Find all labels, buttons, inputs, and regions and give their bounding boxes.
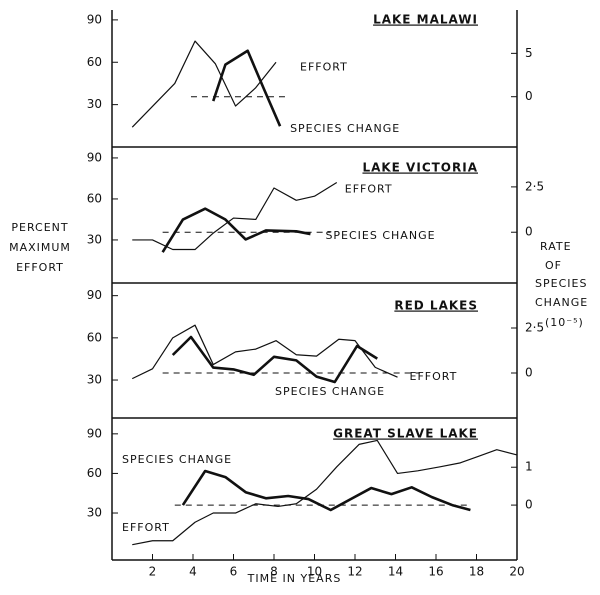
series-line <box>212 49 282 127</box>
y-tick-label: 90 <box>87 426 102 440</box>
panel: RED LAKES 30 60 90 0 2·5 EFFORT SPECIES CHANGE <box>87 283 544 419</box>
y-tick-label: 60 <box>87 466 102 480</box>
series-line <box>181 469 471 512</box>
y-tick-label: 60 <box>87 191 102 205</box>
y2-tick-label: 5 <box>525 46 533 60</box>
y-label: MAXIMUM <box>9 241 71 254</box>
y2-tick-label: 2·5 <box>525 321 544 335</box>
x-tick-label: 18 <box>469 565 484 579</box>
y2-label: RATE <box>540 240 572 253</box>
panel-title: LAKE MALAWI <box>373 13 478 27</box>
series-line <box>171 335 378 384</box>
y2-tick-label: 2·5 <box>525 179 544 193</box>
y2-label: OF <box>545 259 562 272</box>
series-line <box>132 439 518 546</box>
y2-tick-label: 0 <box>525 89 533 103</box>
series-label: EFFORT <box>410 370 458 383</box>
series-label: SPECIES CHANGE <box>275 385 385 398</box>
y-tick-label: 60 <box>87 55 102 69</box>
y2-tick-label: 1 <box>525 460 533 474</box>
y-tick-label: 30 <box>87 506 102 520</box>
series-label: SPECIES CHANGE <box>325 229 435 242</box>
panel-title: GREAT SLAVE LAKE <box>333 427 478 441</box>
x-tick-label: 4 <box>189 565 197 579</box>
right-label: RATE OF SPECIES CHANGE (10⁻⁵) <box>535 240 588 329</box>
y2-label: (10⁻⁵) <box>545 316 584 329</box>
y2-label: SPECIES <box>535 277 587 290</box>
panel-title: LAKE VICTORIA <box>362 161 478 175</box>
series-label: EFFORT <box>300 60 348 73</box>
series-label: EFFORT <box>122 521 170 534</box>
x-label: TIME IN YEARS <box>247 572 342 585</box>
panel: LAKE VICTORIA 30 60 90 0 2·5 EFFORT SPECIES CHA… <box>87 147 544 284</box>
y-tick-label: 30 <box>87 232 102 246</box>
x-tick-label: 12 <box>347 565 362 579</box>
left-label: PERCENT MAXIMUM EFFORT <box>9 221 71 274</box>
x-tick-label: 8 <box>270 565 278 579</box>
y2-tick-label: 0 <box>525 498 533 512</box>
y2-label: CHANGE <box>535 296 588 309</box>
y-tick-label: 90 <box>87 288 102 302</box>
y-tick-label: 30 <box>87 97 102 111</box>
y-tick-label: 60 <box>87 330 102 344</box>
series-label: SPECIES CHANGE <box>122 453 232 466</box>
panel-title: RED LAKES <box>394 299 478 313</box>
series-label: EFFORT <box>345 183 393 196</box>
x-tick-label: 2 <box>149 565 157 579</box>
panel: LAKE MALAWI 30 60 90 0 5 EFFORT SPECIES CHANGE <box>87 10 533 148</box>
series-label: SPECIES CHANGE <box>290 122 400 135</box>
x-tick-label: 16 <box>428 565 443 579</box>
x-tick-label: 20 <box>509 565 524 579</box>
y-label: EFFORT <box>16 261 64 274</box>
y2-tick-label: 0 <box>525 225 533 239</box>
series-line <box>132 182 338 251</box>
y-tick-label: 90 <box>87 12 102 26</box>
series-line <box>161 207 311 253</box>
y-label: PERCENT <box>11 221 68 234</box>
x-tick-label: 10 <box>307 565 322 579</box>
y-tick-label: 90 <box>87 150 102 164</box>
y2-tick-label: 0 <box>525 366 533 380</box>
x-tick-label: 6 <box>230 565 238 579</box>
series-line <box>131 324 398 380</box>
y-tick-label: 30 <box>87 373 102 387</box>
series-line <box>131 40 277 128</box>
x-tick-label: 14 <box>388 565 403 579</box>
